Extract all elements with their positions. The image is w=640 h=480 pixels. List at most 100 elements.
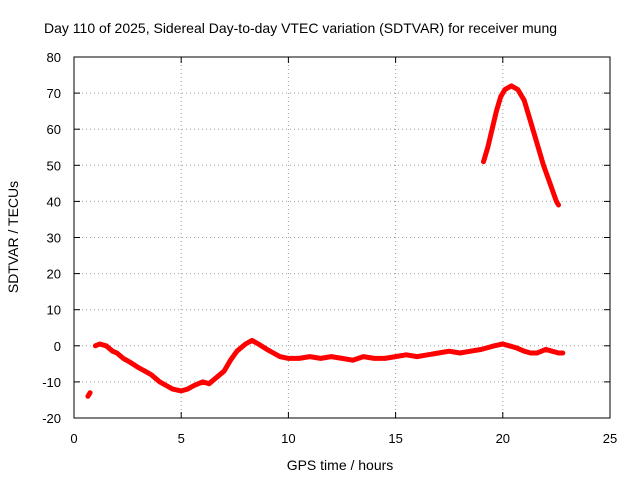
data-point (200, 379, 205, 385)
data-point (556, 350, 561, 356)
data-point (500, 341, 505, 347)
data-point (103, 343, 109, 348)
series-line-sdtvar-peak (481, 83, 561, 208)
data-point (228, 358, 233, 363)
data-point (492, 343, 497, 348)
data-point (148, 372, 154, 377)
data-point (502, 87, 508, 92)
x-tick-label: 20 (496, 431, 510, 446)
y-tick-label: 10 (47, 303, 61, 318)
data-point (549, 349, 555, 354)
data-point (243, 341, 248, 347)
data-point (213, 376, 218, 381)
data-point (498, 94, 503, 99)
data-point (286, 356, 291, 361)
chart-title: Day 110 of 2025, Sidereal Day-to-day VTE… (44, 20, 557, 36)
data-point (350, 358, 355, 363)
data-point (522, 349, 527, 354)
data-point (157, 379, 162, 385)
data-point (114, 350, 120, 356)
data-point (522, 98, 527, 103)
y-tick-label: 50 (47, 158, 61, 173)
x-tick-label: 25 (603, 431, 617, 446)
y-axis-ticks: -20 -10 0 10 20 30 40 50 60 70 80 (42, 50, 610, 426)
data-point (528, 350, 533, 356)
x-tick-label: 5 (178, 431, 185, 446)
data-point (560, 350, 566, 356)
series-group (85, 83, 566, 399)
data-point (485, 345, 490, 350)
data-point (121, 356, 126, 361)
data-point (256, 341, 261, 347)
data-point (221, 368, 227, 374)
x-tick-label: 15 (388, 431, 402, 446)
data-point (457, 350, 463, 356)
data-point (110, 349, 115, 354)
x-tick-label: 10 (281, 431, 295, 446)
data-point (556, 202, 561, 208)
data-point (264, 347, 270, 352)
data-point (468, 349, 473, 354)
data-point (541, 163, 546, 168)
data-point (393, 354, 398, 359)
data-point (185, 386, 190, 392)
data-point (249, 338, 255, 343)
data-point (485, 145, 490, 150)
data-point (509, 83, 514, 89)
data-point (142, 368, 147, 374)
y-axis-label: SDTVAR / TECUs (5, 181, 21, 293)
y-tick-label: 40 (47, 194, 61, 209)
data-point (296, 356, 302, 361)
data-point (93, 343, 98, 348)
series-line-sdtvar-main (92, 337, 566, 394)
data-point (318, 356, 323, 361)
data-point (479, 347, 484, 352)
data-point (179, 388, 184, 394)
y-tick-label: 30 (47, 231, 61, 246)
data-point (382, 356, 388, 361)
data-point (404, 352, 409, 358)
y-tick-label: 70 (47, 86, 61, 101)
x-axis-label: GPS time / hours (287, 457, 394, 473)
y-tick-label: -20 (42, 411, 61, 426)
data-point (489, 127, 495, 132)
data-point (528, 119, 533, 125)
data-point (85, 394, 91, 399)
data-point (127, 359, 132, 365)
grid (74, 57, 610, 418)
data-point (271, 350, 276, 356)
data-point (534, 141, 540, 146)
y-tick-label: 0 (54, 339, 61, 354)
data-point (339, 356, 345, 361)
x-axis-ticks: 0 5 10 15 20 25 (70, 57, 617, 446)
y-tick-label: -10 (42, 375, 61, 390)
data-point (534, 350, 540, 356)
x-tick-label: 0 (70, 431, 77, 446)
data-point (329, 354, 334, 359)
data-point (87, 390, 93, 395)
data-point (507, 343, 512, 348)
data-point (547, 181, 553, 186)
data-point (447, 349, 452, 354)
data-point (513, 345, 518, 350)
data-point (206, 381, 212, 386)
data-point (307, 354, 313, 359)
data-point (277, 354, 283, 359)
y-tick-label: 80 (47, 50, 61, 65)
y-tick-label: 60 (47, 122, 61, 137)
data-point (191, 383, 197, 388)
data-point (515, 87, 521, 92)
data-point (414, 354, 420, 359)
data-point (361, 354, 366, 359)
data-point (371, 356, 377, 361)
data-point (170, 386, 175, 392)
data-point (97, 341, 102, 347)
data-point (234, 349, 240, 354)
data-point (543, 347, 548, 352)
data-point (554, 199, 559, 204)
y-tick-label: 20 (47, 267, 61, 282)
data-point (494, 108, 499, 114)
data-point (163, 383, 169, 388)
data-point (136, 365, 141, 370)
